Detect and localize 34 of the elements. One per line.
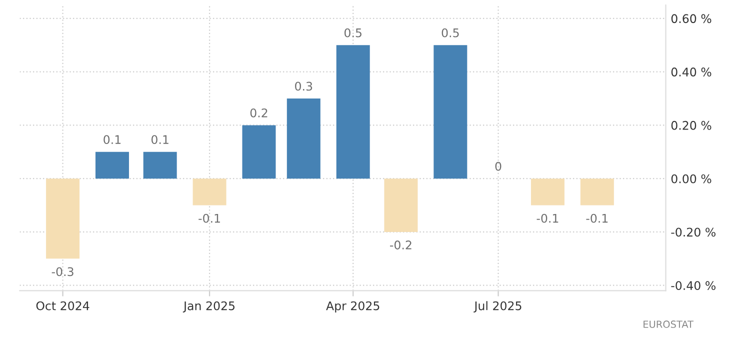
data-label: 0.3 <box>295 82 312 91</box>
bar <box>530 178 564 206</box>
bar <box>242 125 276 179</box>
text: EUROSTAT <box>644 320 694 328</box>
bar <box>384 178 418 232</box>
x-tick-label: Jul 2025 <box>474 301 522 312</box>
y-tick-label: -0.40 % <box>671 281 716 290</box>
data-label: -0.1 <box>536 214 558 223</box>
data-label: 0.5 <box>442 28 459 38</box>
data-label: -0.2 <box>390 240 412 250</box>
x-tick-label: Jan 2025 <box>182 301 235 312</box>
bar <box>336 45 370 179</box>
data-label: -0.1 <box>198 214 220 223</box>
x-tick-label: Apr 2025 <box>326 301 380 313</box>
bar <box>143 152 177 179</box>
bar <box>434 45 468 179</box>
data-label: 0.1 <box>104 135 121 144</box>
bar <box>580 178 614 206</box>
data-label: 0.5 <box>344 28 362 38</box>
bar <box>192 178 226 206</box>
data-label: 0 <box>495 162 502 171</box>
data-label: 0.2 <box>250 108 268 118</box>
data-label: -0.3 <box>52 267 74 276</box>
bar <box>46 178 80 259</box>
data-label: -0.1 <box>586 214 608 223</box>
bar <box>286 98 320 179</box>
y-tick-label: 0.20 % <box>671 120 712 130</box>
y-tick-label: 0.00 % <box>671 174 712 184</box>
y-tick-label: 0.60 % <box>671 14 712 24</box>
y-tick-label: 0.40 % <box>671 68 712 76</box>
data-label: 0.1 <box>151 135 168 144</box>
x-tick-label: Oct 2024 <box>36 301 90 310</box>
y-tick-label: -0.20 % <box>671 228 716 237</box>
bar <box>95 152 129 179</box>
